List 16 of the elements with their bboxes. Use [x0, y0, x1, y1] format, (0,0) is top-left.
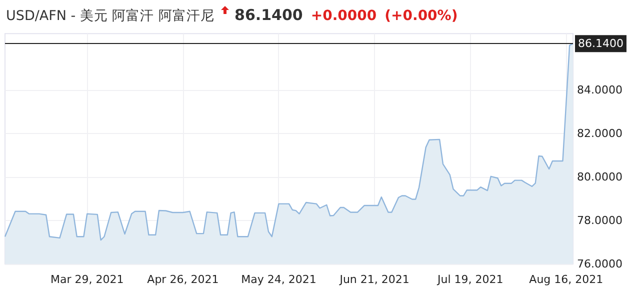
- chart-title: USD/AFN - 美元 阿富汗 阿富汗尼: [6, 7, 215, 25]
- text: +0.0000: [310, 8, 377, 24]
- x-tick-label: Aug 16, 2021: [529, 273, 604, 286]
- x-tick-label: May 24, 2021: [241, 273, 316, 286]
- y-tick-label: 78.0000: [577, 214, 622, 228]
- ref-line-label: 86.1400: [578, 37, 624, 50]
- x-tick-label: Jul 19, 2021: [436, 273, 504, 286]
- x-tick-label: Apr 26, 2021: [147, 273, 219, 286]
- y-tick-label: 76.0000: [577, 258, 622, 270]
- x-tick-label: Jun 21, 2021: [338, 273, 410, 286]
- y-tick-label: 82.0000: [577, 127, 622, 140]
- chart-subtitle: 86.1400: [234, 6, 303, 24]
- y-tick-label: 84.0000: [577, 84, 622, 97]
- y-tick-label: 80.0000: [577, 170, 622, 184]
- text: (+0.00%): [384, 8, 458, 24]
- x-tick-label: Mar 29, 2021: [50, 273, 124, 286]
